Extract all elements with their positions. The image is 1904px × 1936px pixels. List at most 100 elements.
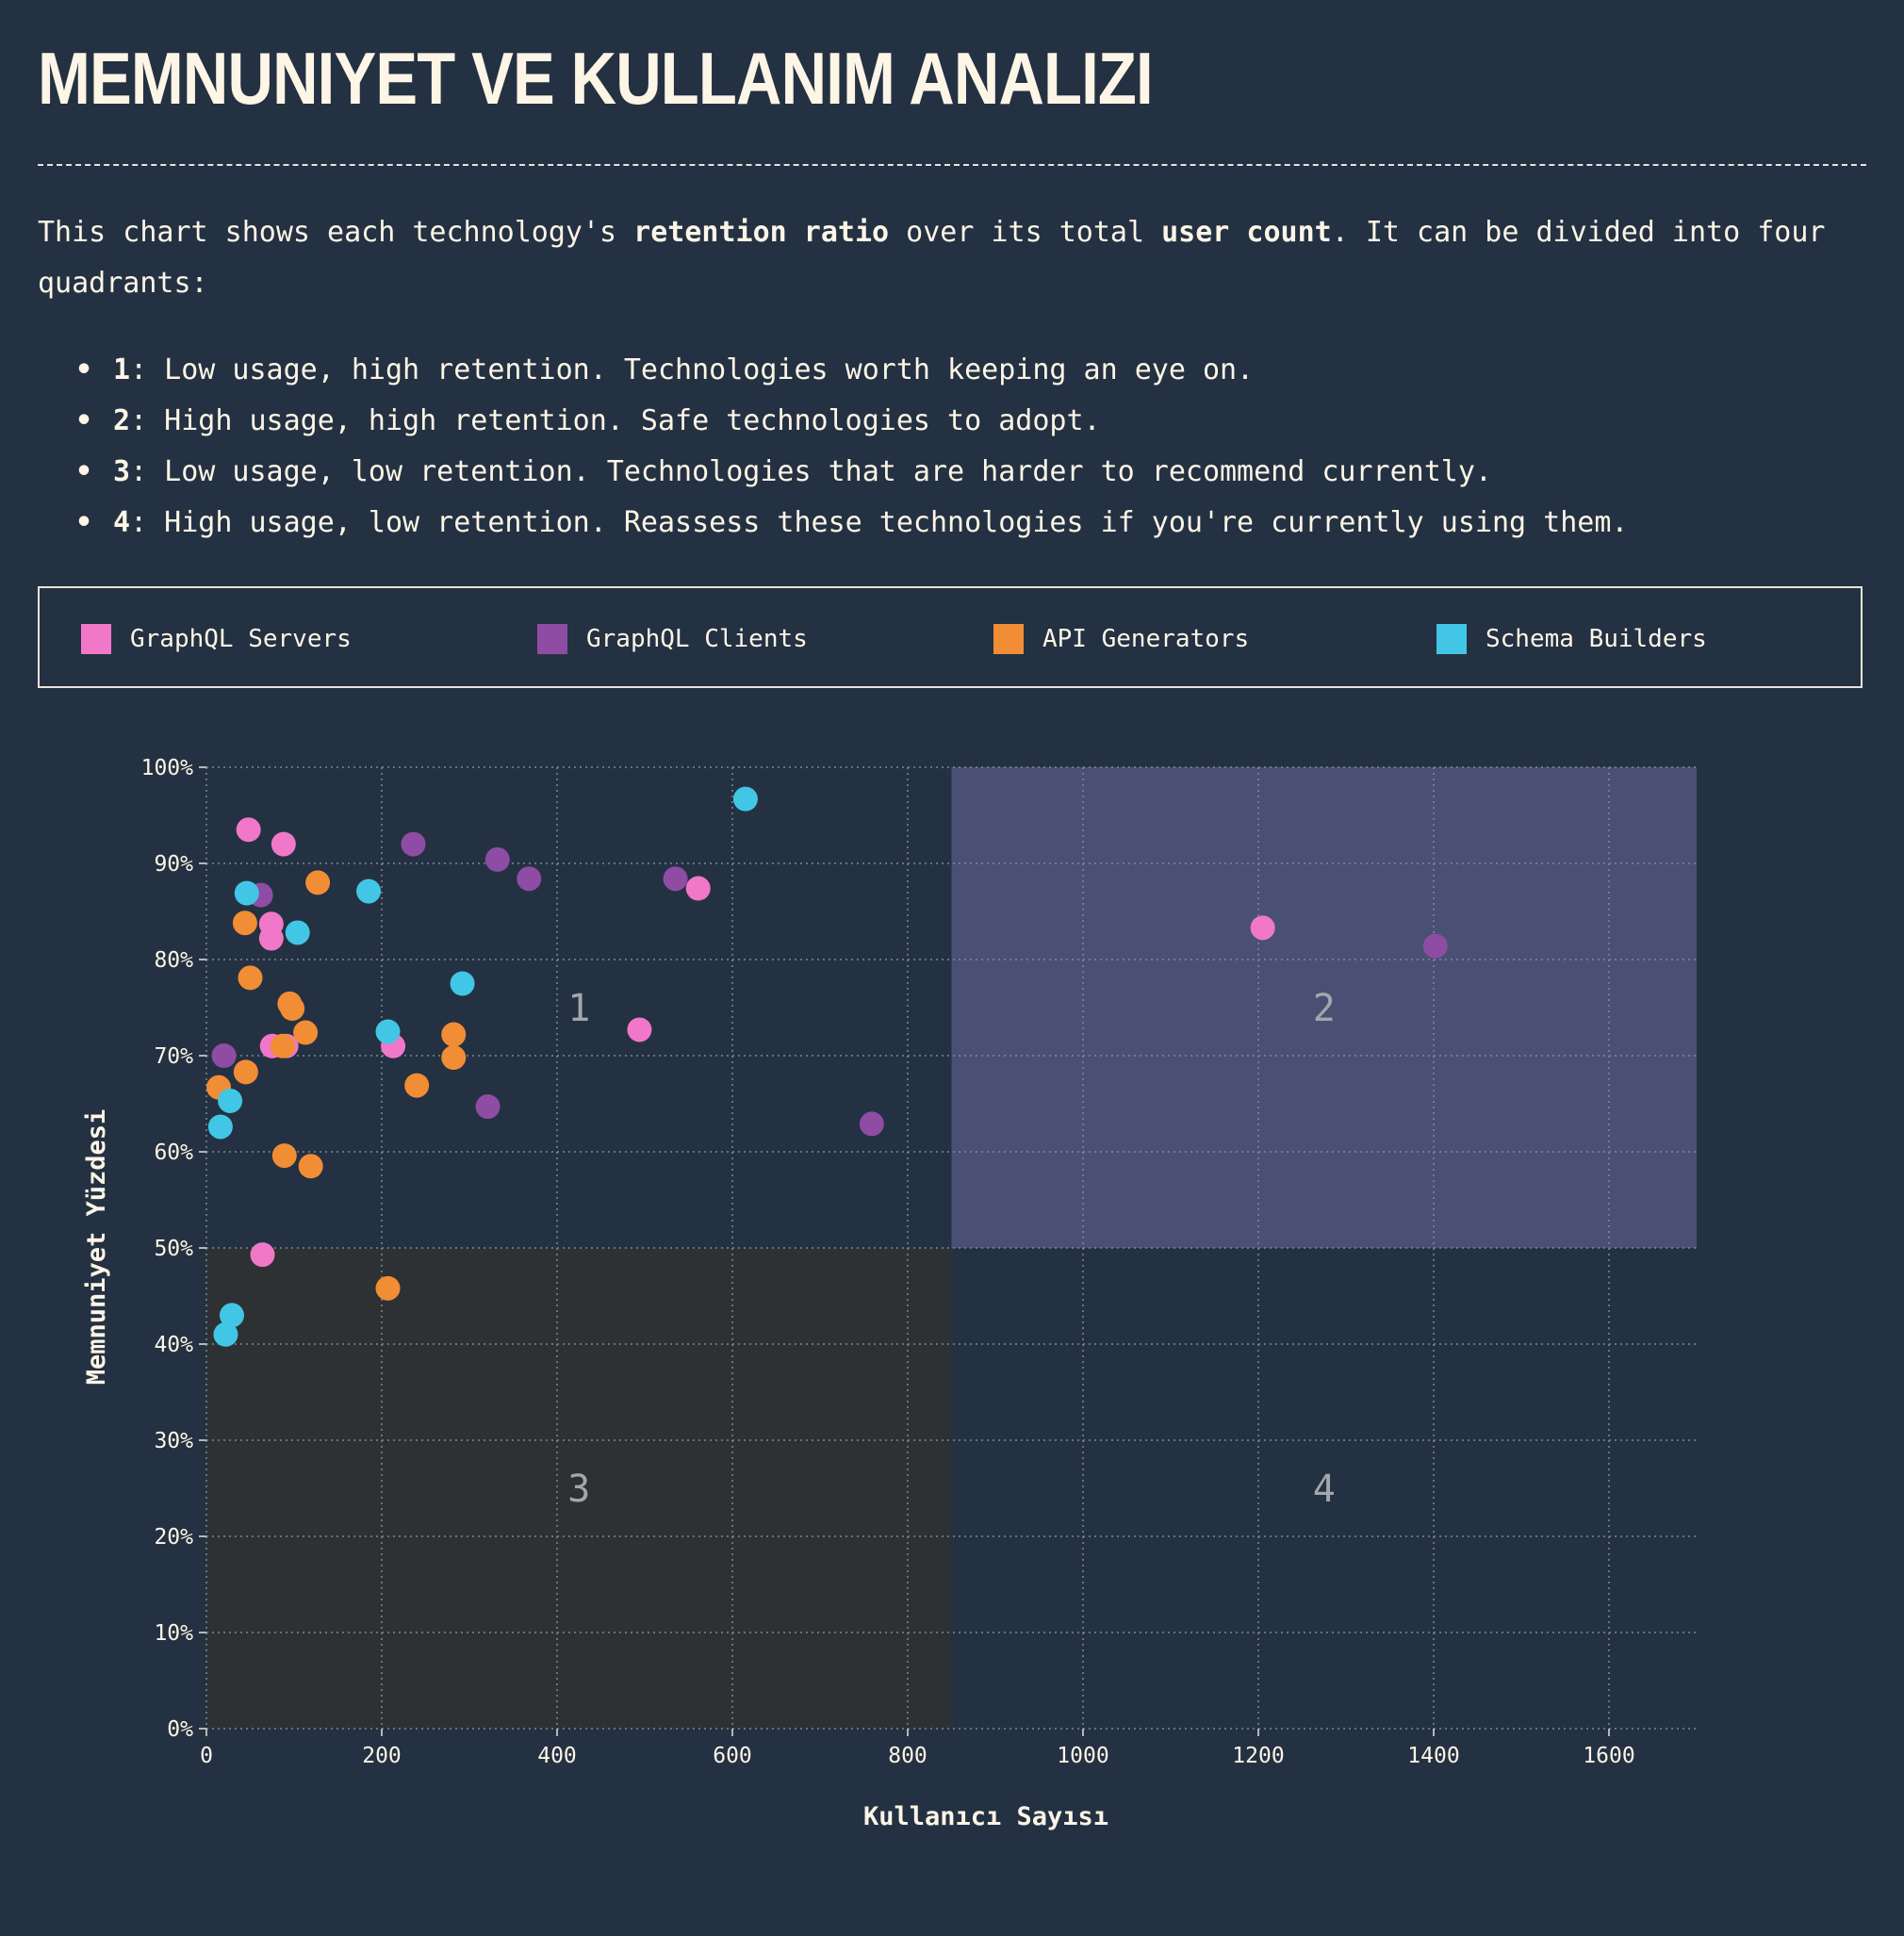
data-point-graphql-servers: [1250, 915, 1275, 941]
legend-swatch: [993, 624, 1024, 654]
legend-swatch: [1436, 624, 1467, 654]
x-tick-label: 1000: [1057, 1744, 1108, 1768]
quadrant-number: 2: [113, 404, 131, 437]
chart-axes: 0 200 400 600 800 1000 1200 1400 1600 0% 10% 20% 30%…: [141, 756, 1635, 1768]
legend-swatch: [537, 624, 567, 654]
quadrant-description: : Low usage, low retention. Technologies…: [130, 455, 1492, 488]
legend-item-api-generators[interactable]: API Generators: [993, 624, 1249, 654]
divider: [38, 164, 1866, 166]
data-point-api-generators: [441, 1022, 467, 1047]
data-point-api-generators: [298, 1154, 323, 1179]
data-point-schema-builders: [732, 786, 758, 812]
data-point-api-generators: [305, 870, 331, 895]
x-tick-label: 400: [537, 1744, 577, 1768]
y-axis-label: Memnuniyet Yüzdesi: [82, 1109, 111, 1386]
x-tick-label: 1600: [1583, 1744, 1634, 1768]
y-tick-label: 30%: [154, 1429, 193, 1453]
data-point-api-generators: [375, 1275, 401, 1301]
quadrant-number: 4: [113, 506, 131, 539]
x-tick-label: 600: [713, 1744, 752, 1768]
intro-text: . It can be divided into four quadrants:: [38, 216, 1826, 300]
data-point-graphql-servers: [250, 1242, 275, 1268]
y-tick-label: 100%: [141, 756, 194, 780]
x-tick-label: 1200: [1232, 1744, 1284, 1768]
x-tick-label: 1400: [1407, 1744, 1459, 1768]
y-tick-label: 60%: [154, 1140, 193, 1165]
quadrant-list: 1: Low usage, high retention. Technologi…: [75, 345, 1866, 549]
quadrant-label-1: 1: [567, 987, 590, 1030]
quadrant-backgrounds: [206, 767, 1697, 1729]
data-point-graphql-clients: [211, 1043, 237, 1068]
data-point-schema-builders: [219, 1303, 244, 1328]
data-point-api-generators: [238, 965, 263, 991]
legend-swatch: [81, 624, 111, 654]
x-tick-label: 800: [888, 1744, 927, 1768]
intro-bold-user-count: user count: [1161, 216, 1332, 249]
y-tick-label: 50%: [154, 1237, 193, 1261]
data-point-api-generators: [404, 1073, 430, 1098]
data-point-graphql-servers: [236, 817, 261, 843]
legend-label: API Generators: [1042, 625, 1250, 653]
quadrant-list-item: 3: Low usage, low retention. Technologie…: [75, 447, 1866, 498]
legend-label: Schema Builders: [1485, 625, 1707, 653]
data-point-api-generators: [293, 1020, 319, 1045]
intro-text: This chart shows each technology's: [38, 216, 634, 249]
quadrant-label-2: 2: [1313, 987, 1336, 1030]
scatter-chart: 1 2 3 4 0 200 400 600 800 1000 1200 1400 1600 0% 10% 2…: [82, 756, 1697, 1831]
data-point-graphql-clients: [401, 831, 426, 857]
quadrant-description: : High usage, high retention. Safe techn…: [130, 404, 1101, 437]
x-tick-label: 200: [362, 1744, 402, 1768]
intro-bold-retention: retention ratio: [633, 216, 890, 249]
data-point-api-generators: [441, 1045, 467, 1071]
y-tick-label: 80%: [154, 948, 193, 973]
y-tick-label: 0%: [167, 1717, 193, 1742]
data-point-api-generators: [271, 1143, 297, 1169]
data-point-api-generators: [232, 911, 257, 936]
legend-item-schema-builders[interactable]: Schema Builders: [1436, 624, 1707, 654]
quadrant-label-3: 3: [567, 1468, 590, 1511]
data-point-api-generators: [233, 1059, 258, 1085]
y-tick-label: 10%: [154, 1621, 193, 1646]
data-point-graphql-clients: [517, 866, 542, 892]
data-points: [206, 786, 1448, 1347]
legend-item-graphql-servers[interactable]: GraphQL Servers: [81, 624, 352, 654]
quadrant-number: 3: [113, 455, 131, 488]
data-point-graphql-servers: [685, 876, 711, 901]
data-point-graphql-clients: [859, 1111, 884, 1137]
legend-item-graphql-clients[interactable]: GraphQL Clients: [537, 624, 808, 654]
data-point-graphql-clients: [484, 846, 510, 872]
quadrant-list-item: 4: High usage, low retention. Reassess t…: [75, 498, 1866, 549]
data-point-graphql-clients: [1422, 933, 1448, 959]
intro-paragraph: This chart shows each technology's reten…: [38, 207, 1866, 309]
quadrant-list-item: 2: High usage, high retention. Safe tech…: [75, 396, 1866, 447]
data-point-schema-builders: [375, 1019, 401, 1044]
y-tick-label: 70%: [154, 1044, 193, 1069]
data-point-graphql-servers: [627, 1017, 652, 1042]
y-tick-label: 20%: [154, 1525, 193, 1550]
data-point-schema-builders: [450, 971, 475, 996]
data-point-schema-builders: [213, 1321, 238, 1347]
chart-legend: GraphQL Servers GraphQL Clients API Gene…: [38, 586, 1863, 688]
y-tick-label: 40%: [154, 1333, 193, 1357]
data-point-graphql-clients: [663, 866, 688, 892]
quadrant-description: : Low usage, high retention. Technologie…: [130, 353, 1255, 386]
data-point-api-generators: [280, 996, 305, 1022]
data-point-schema-builders: [234, 880, 259, 906]
legend-label: GraphQL Clients: [586, 625, 808, 653]
page-title: MEMNUNIYET VE KULLANIM ANALIZI: [38, 37, 1154, 120]
quadrant-labels: 1 2 3 4: [567, 987, 1336, 1511]
data-point-api-generators: [270, 1033, 295, 1058]
data-point-graphql-servers: [258, 926, 284, 951]
quadrant-label-4: 4: [1313, 1468, 1336, 1511]
intro-text: over its total: [889, 216, 1162, 249]
data-point-graphql-clients: [475, 1094, 501, 1120]
quadrant-number: 1: [113, 353, 131, 386]
data-point-schema-builders: [207, 1114, 233, 1140]
quadrant-description: : High usage, low retention. Reassess th…: [130, 506, 1629, 539]
data-point-schema-builders: [356, 878, 382, 904]
quadrant-2-background: [951, 767, 1697, 1248]
y-tick-label: 90%: [154, 852, 193, 877]
data-point-graphql-servers: [271, 831, 296, 857]
legend-label: GraphQL Servers: [130, 625, 352, 653]
